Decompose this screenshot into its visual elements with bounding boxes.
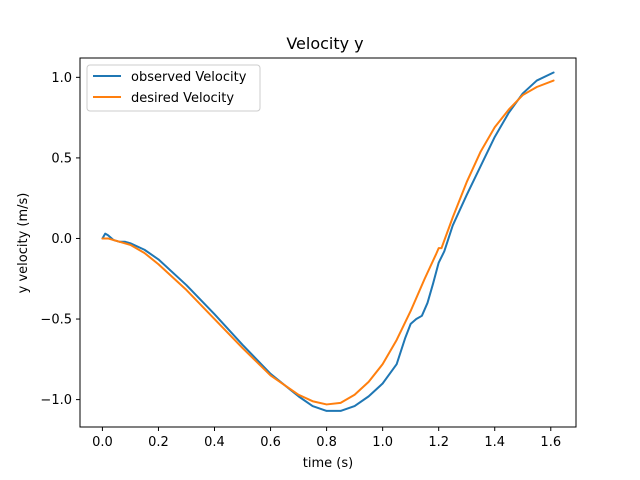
x-tick-label: 1.0 bbox=[372, 435, 393, 450]
y-axis-label: y velocity (m/s) bbox=[16, 193, 31, 294]
legend-label-observed: observed Velocity bbox=[131, 70, 247, 85]
y-tick-label: 0.0 bbox=[51, 232, 72, 247]
y-tick-label: −0.5 bbox=[40, 313, 72, 328]
plot-area: 0.0 0.2 0.4 0.6 0.8 1.0 1.2 1.4 1.6 −1.0−0.50.00… bbox=[40, 57, 577, 450]
y-tick-label: 1.0 bbox=[51, 71, 72, 86]
series-line-1 bbox=[101, 79, 555, 406]
legend: observed Velocity desired Velocity bbox=[86, 64, 261, 112]
y-tick-label: 0.5 bbox=[51, 151, 72, 166]
x-tick-label: 1.4 bbox=[484, 435, 505, 450]
legend-label-desired: desired Velocity bbox=[131, 91, 234, 106]
x-ticks: 0.0 0.2 0.4 0.6 0.8 1.0 1.2 1.4 1.6 bbox=[92, 427, 561, 450]
y-tick-label: −1.0 bbox=[40, 393, 72, 408]
legend-box bbox=[86, 64, 261, 112]
x-tick-label: 0.4 bbox=[204, 435, 225, 450]
x-tick-label: 1.6 bbox=[540, 435, 561, 450]
chart-title: Velocity y bbox=[286, 34, 363, 53]
axes-frame bbox=[79, 57, 577, 428]
x-tick-label: 0.0 bbox=[92, 435, 113, 450]
y-ticks: −1.0 −0.5 0.0 0.5 1.0 bbox=[40, 71, 80, 408]
x-tick-label: 1.2 bbox=[428, 435, 449, 450]
x-tick-label: 0.2 bbox=[148, 435, 169, 450]
x-axis-label: time (s) bbox=[303, 456, 353, 471]
x-tick-label: 0.8 bbox=[316, 435, 337, 450]
series-line-0 bbox=[101, 71, 555, 412]
series-layer bbox=[101, 71, 555, 412]
x-tick-label: 0.6 bbox=[260, 435, 281, 450]
